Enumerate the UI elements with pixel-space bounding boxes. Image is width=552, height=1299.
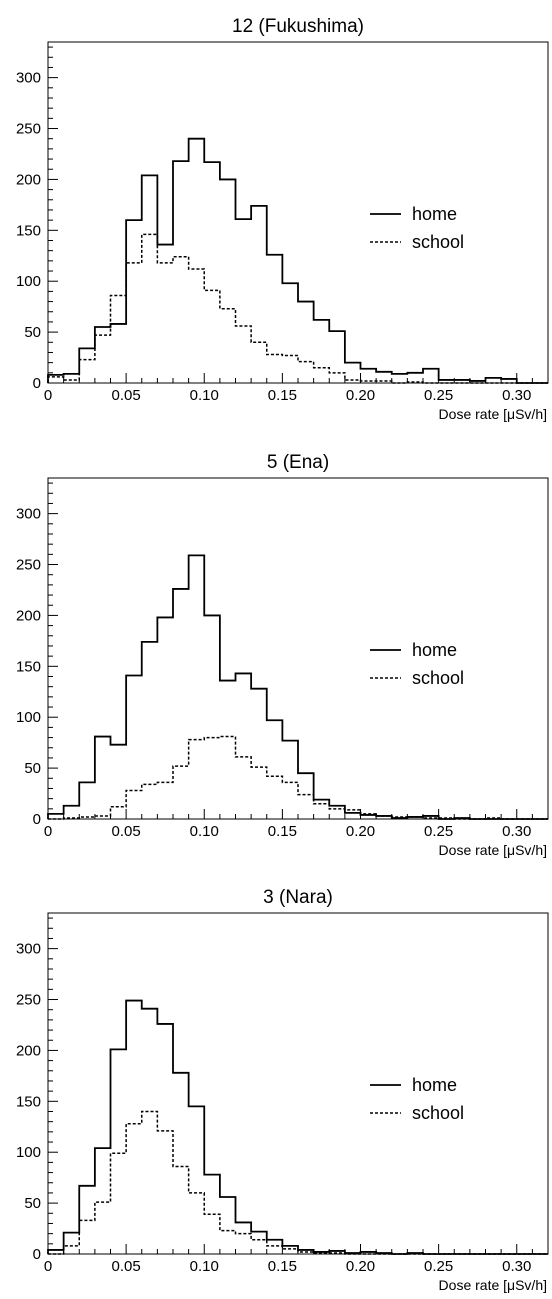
x-tick-label: 0.15 (268, 1258, 297, 1275)
x-tick-label: 0.15 (268, 823, 297, 840)
x-tick-label: 0 (44, 387, 52, 404)
x-tick-label: 0.10 (190, 1258, 219, 1275)
y-tick-label: 50 (24, 760, 41, 777)
x-tick-label: 0.05 (112, 823, 141, 840)
histogram-series-school (47, 233, 548, 384)
x-axis-label: Dose rate [μSv/h] (439, 1277, 547, 1293)
x-tick-label: 0.20 (346, 387, 375, 404)
x-tick-label: 0.05 (112, 387, 141, 404)
y-tick-label: 50 (24, 1195, 41, 1212)
y-tick-label: 300 (16, 506, 41, 523)
x-tick-label: 0.15 (268, 387, 297, 404)
legend-label: school (412, 232, 464, 252)
y-tick-label: 250 (16, 992, 41, 1009)
histogram-series-home (47, 554, 548, 820)
y-tick-label: 150 (16, 222, 41, 239)
y-tick-label: 300 (16, 941, 41, 958)
chart-panel: 12 (Fukushima) 0 0.05 0.10 0.15 0.20 0.25 0.30 0… (16, 16, 549, 422)
y-tick-label: 100 (16, 709, 41, 726)
chart-panel: 5 (Ena) 0 0.05 0.10 0.15 0.20 0.25 0.30 0 50 100 15… (16, 452, 549, 858)
x-tick-label: 0.30 (502, 823, 531, 840)
chart-title: 5 (Ena) (267, 452, 329, 473)
x-tick-label: 0.25 (424, 1258, 453, 1275)
y-tick-label: 100 (16, 273, 41, 290)
y-tick-label: 0 (33, 811, 41, 828)
x-tick-label: 0.20 (346, 823, 375, 840)
y-tick-label: 200 (16, 607, 41, 624)
y-tick-label: 150 (16, 658, 41, 675)
histogram-series-home (47, 999, 548, 1255)
x-tick-label: 0.10 (190, 387, 219, 404)
legend-label: home (412, 640, 457, 660)
legend-label: home (412, 204, 457, 224)
x-tick-label: 0.05 (112, 1258, 141, 1275)
chart-title: 12 (Fukushima) (232, 16, 364, 37)
x-axis-label: Dose rate [μSv/h] (439, 842, 547, 858)
x-tick-label: 0.20 (346, 1258, 375, 1275)
plot-frame (47, 41, 549, 384)
y-tick-label: 100 (16, 1144, 41, 1161)
y-tick-label: 250 (16, 557, 41, 574)
y-tick-label: 250 (16, 121, 41, 138)
legend-label: school (412, 1103, 464, 1123)
x-tick-label: 0.10 (190, 823, 219, 840)
x-tick-label: 0.25 (424, 823, 453, 840)
x-tick-label: 0 (44, 823, 52, 840)
legend-label: home (412, 1075, 457, 1095)
chart-panel: 3 (Nara) 0 0.05 0.10 0.15 0.20 0.25 0.30 0 50 100 1… (16, 887, 549, 1293)
x-tick-label: 0.25 (424, 387, 453, 404)
legend-label: school (412, 668, 464, 688)
y-tick-label: 50 (24, 324, 41, 341)
y-tick-label: 300 (16, 70, 41, 87)
x-tick-label: 0.30 (502, 387, 531, 404)
y-tick-label: 0 (33, 375, 41, 392)
x-tick-label: 0 (44, 1258, 52, 1275)
y-tick-label: 200 (16, 1042, 41, 1059)
x-tick-label: 0.30 (502, 1258, 531, 1275)
y-tick-label: 150 (16, 1093, 41, 1110)
chart-title: 3 (Nara) (263, 887, 333, 908)
histogram-series-home (47, 137, 548, 384)
x-axis-label: Dose rate [μSv/h] (439, 406, 547, 422)
plot-frame (47, 912, 549, 1255)
y-tick-label: 0 (33, 1246, 41, 1263)
histogram-series-school (48, 1110, 548, 1255)
histogram-series-school (48, 735, 548, 820)
y-tick-label: 200 (16, 171, 41, 188)
